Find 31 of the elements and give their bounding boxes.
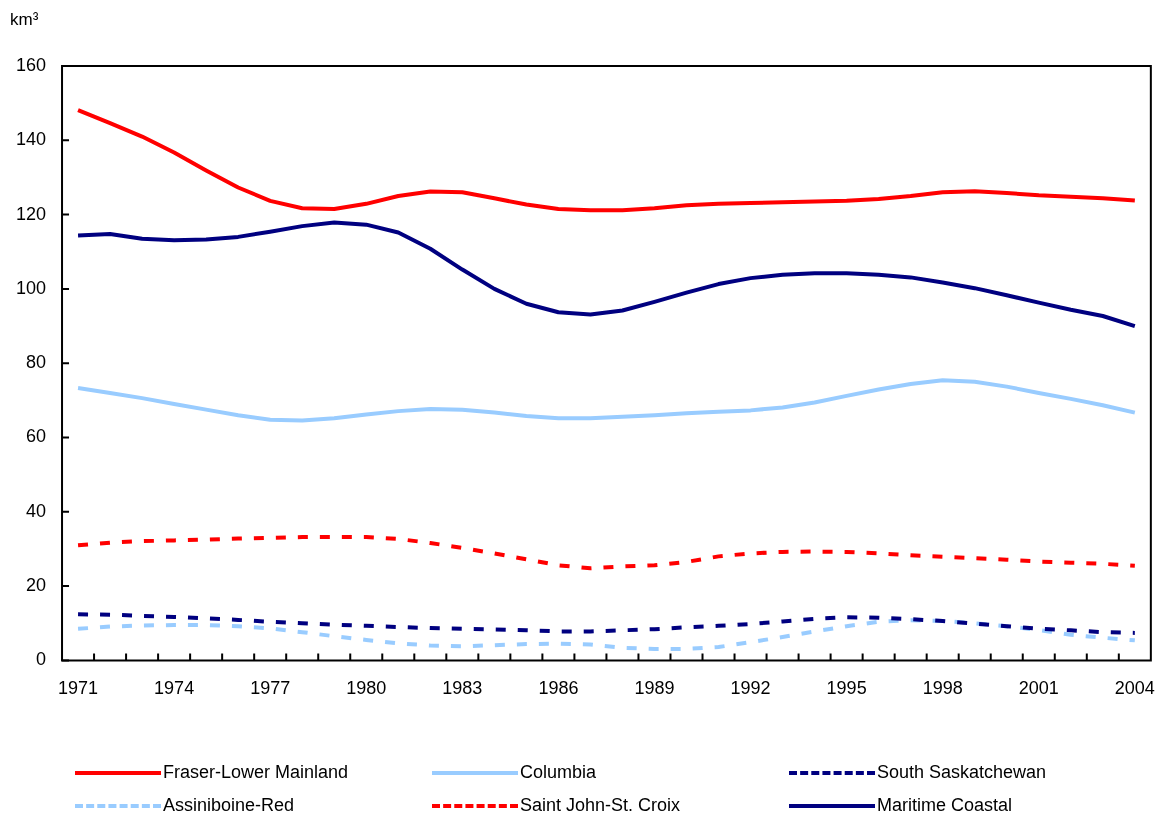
legend-label: Saint John-St. Croix xyxy=(520,795,681,816)
y-tick-label: 60 xyxy=(26,426,47,447)
line-series xyxy=(76,612,1137,635)
x-tick-label: 1995 xyxy=(826,678,867,699)
x-tick-label: 2004 xyxy=(1114,678,1155,699)
line-series xyxy=(76,618,1137,651)
x-tick-label: 1971 xyxy=(58,678,99,699)
y-tick-label: 80 xyxy=(26,352,47,373)
y-tick-label: 20 xyxy=(26,575,47,596)
x-tick-label: 1992 xyxy=(730,678,771,699)
legend-label: Fraser-Lower Mainland xyxy=(163,762,349,783)
y-tick-label: 140 xyxy=(15,129,47,150)
legend-label: Assiniboine-Red xyxy=(163,795,295,816)
x-tick-label: 1974 xyxy=(154,678,195,699)
x-tick-label: 1983 xyxy=(442,678,483,699)
y-axis-title: km³ xyxy=(10,10,39,30)
x-tick-label: 2001 xyxy=(1018,678,1059,699)
legend-label: Columbia xyxy=(520,762,597,783)
y-tick-label: 160 xyxy=(15,54,47,75)
line-series xyxy=(76,535,1137,571)
x-tick-label: 1977 xyxy=(250,678,291,699)
x-tick-label: 1998 xyxy=(922,678,963,699)
y-tick-label: 100 xyxy=(15,277,47,298)
x-tick-label: 1980 xyxy=(346,678,387,699)
legend-label: South Saskatchewan xyxy=(877,762,1047,783)
y-tick-label: 0 xyxy=(36,649,47,670)
y-tick-label: 120 xyxy=(15,203,47,224)
x-tick-label: 1986 xyxy=(538,678,579,699)
x-tick-label: 1989 xyxy=(634,678,675,699)
legend-label: Maritime Coastal xyxy=(877,795,1013,816)
y-tick-label: 40 xyxy=(26,500,47,521)
